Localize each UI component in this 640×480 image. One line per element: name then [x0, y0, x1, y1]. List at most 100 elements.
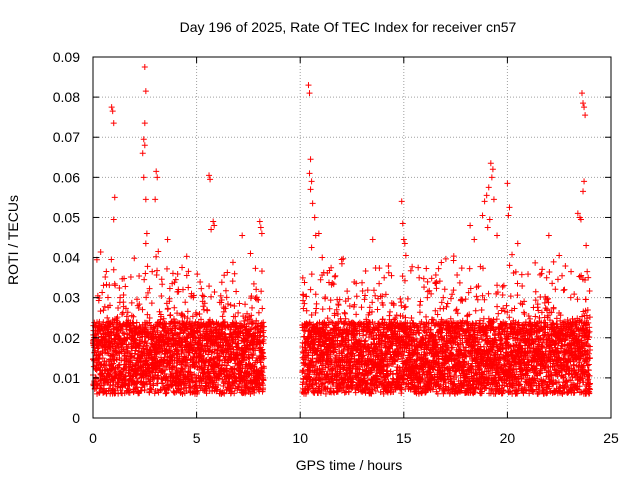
background-point [114, 332, 121, 339]
background-point [186, 349, 193, 356]
background-point [219, 389, 226, 396]
background-point [346, 302, 353, 309]
background-point [187, 383, 194, 390]
background-point [179, 286, 186, 293]
background-point [308, 271, 315, 278]
background-point [97, 328, 104, 335]
background-point [171, 279, 178, 286]
background-point [159, 281, 166, 288]
background-point [104, 294, 111, 301]
background-point [150, 381, 157, 388]
background-point [359, 279, 366, 286]
background-point [135, 304, 142, 311]
background-point [186, 368, 193, 375]
background-point [208, 293, 215, 300]
background-point [435, 265, 442, 272]
background-point [376, 280, 383, 287]
background-point [242, 301, 249, 308]
background-point [141, 276, 148, 283]
background-point [331, 273, 338, 280]
background-point [397, 295, 404, 302]
background-point [456, 279, 463, 286]
background-point [404, 295, 411, 302]
background-point [149, 268, 156, 275]
background-point [183, 387, 190, 394]
background-point [416, 302, 423, 309]
background-point [381, 274, 388, 281]
background-point [145, 330, 152, 337]
background-point [104, 314, 111, 321]
background-point [102, 273, 109, 280]
background-point [183, 253, 190, 260]
background-point [432, 271, 439, 278]
background-point [144, 289, 151, 296]
background-point [260, 333, 267, 340]
background-point [301, 300, 308, 307]
background-point [441, 286, 448, 293]
background-point [169, 364, 176, 370]
background-point [221, 330, 228, 337]
background-point [179, 264, 186, 271]
background-point [100, 282, 107, 289]
background-point [136, 272, 143, 279]
background-point [123, 354, 130, 361]
background-point [423, 313, 430, 320]
background-point [131, 255, 138, 262]
background-point [415, 264, 422, 271]
background-point [438, 259, 445, 266]
background-point [103, 281, 110, 288]
background-point [353, 311, 360, 318]
background-point [416, 309, 423, 316]
background-point [409, 263, 416, 270]
background-point [255, 309, 262, 316]
background-point [116, 285, 123, 292]
background-point [200, 355, 207, 362]
background-point [165, 385, 172, 391]
background-point [223, 362, 230, 369]
background-point [227, 301, 234, 308]
background-point [362, 337, 369, 344]
background-point [158, 354, 165, 361]
background-point [191, 371, 198, 378]
background-point [450, 287, 457, 294]
background-point [108, 256, 115, 263]
background-point [216, 358, 223, 365]
background-point [170, 315, 177, 322]
background-point [122, 305, 129, 312]
background-point [370, 287, 377, 294]
background-point [163, 265, 170, 272]
background-point [190, 292, 197, 299]
background-point [182, 299, 189, 306]
background-point [388, 272, 395, 279]
background-point [322, 294, 329, 301]
background-point [90, 357, 97, 364]
background-point [154, 267, 161, 274]
background-point [319, 306, 326, 313]
background-point [106, 302, 113, 309]
background-point [184, 308, 191, 315]
background-point [189, 313, 196, 320]
background-point [133, 319, 140, 326]
background-point [444, 300, 451, 307]
background-point [259, 305, 266, 312]
background-point [198, 285, 205, 292]
background-point [428, 275, 435, 282]
background-point [100, 307, 107, 314]
background-point [148, 386, 155, 393]
background-point [196, 311, 203, 318]
background-point [127, 274, 134, 281]
background-point [340, 255, 347, 262]
background-point [307, 286, 314, 293]
background-point [215, 381, 222, 388]
background-point [324, 315, 331, 322]
background-point [120, 291, 127, 298]
background-point [440, 294, 447, 301]
background-point [172, 276, 179, 283]
background-point [146, 285, 153, 292]
background-point [166, 285, 173, 292]
background-point [362, 267, 369, 274]
background-point [218, 299, 225, 306]
background-point [224, 269, 231, 276]
background-point [161, 367, 168, 374]
background-point [150, 324, 157, 331]
